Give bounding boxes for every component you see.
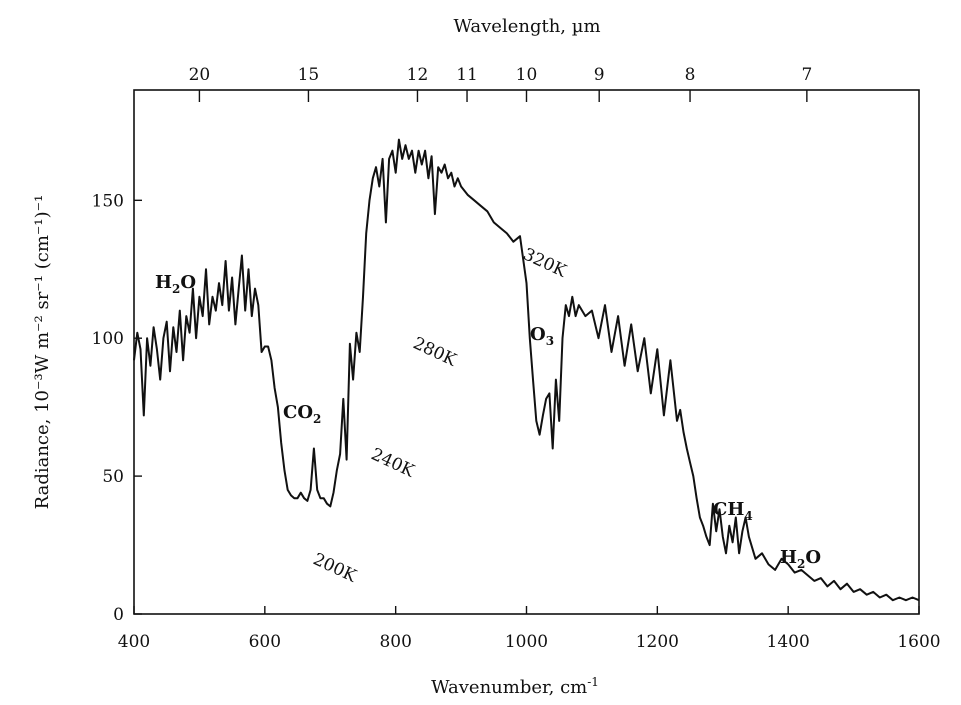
top-tick-label: 15: [298, 65, 320, 85]
top-axis: 20 15 12 11 10 9 8 7: [189, 65, 812, 102]
annotation-co2: CO2: [283, 402, 321, 426]
top-axis-title: Wavelength, µm: [453, 16, 600, 37]
top-tick-label: 20: [189, 65, 211, 85]
x-tick-label: 400: [118, 632, 150, 652]
top-tick-label: 11: [456, 65, 478, 85]
top-tick-label: 7: [801, 65, 812, 85]
top-tick-label: 9: [594, 65, 605, 85]
x-tick-label: 1600: [897, 632, 940, 652]
y-tick-label: 50: [102, 467, 124, 487]
x-axis-title: Wavenumber, cm-1: [431, 675, 599, 698]
x-tick-label: 1200: [636, 632, 679, 652]
y-tick-label: 0: [113, 605, 124, 625]
temp-label-200: 200K: [310, 549, 360, 586]
x-tick-label: 1000: [505, 632, 548, 652]
y-axis-title: Radiance, 10⁻³W m⁻² sr⁻¹ (cm⁻¹)⁻¹: [32, 195, 53, 510]
spectrum-series: [133, 138, 920, 602]
y-tick-label: 150: [92, 191, 124, 211]
top-tick-label: 12: [407, 65, 429, 85]
x-axis-title-main: Wavenumber, cm: [431, 677, 587, 698]
x-axis-title-sup: -1: [587, 675, 599, 689]
x-tick-label: 600: [249, 632, 281, 652]
y-tick-label: 100: [92, 329, 124, 349]
annotation-h2o-right: H2O: [780, 547, 821, 571]
x-axis: 400 600 800 1000 1200 1400 1600: [118, 606, 941, 652]
measured-spectrum-line: [133, 138, 920, 602]
annotation-h2o-left: H2O: [155, 272, 196, 296]
plot-frame: [133, 89, 920, 615]
x-tick-label: 800: [379, 632, 411, 652]
y-axis: 0 50 100 150: [92, 191, 142, 625]
annotation-ch4: CH4: [713, 499, 753, 523]
x-tick-label: 1400: [767, 632, 810, 652]
temp-label-320: 320K: [520, 244, 570, 281]
top-tick-label: 8: [685, 65, 696, 85]
temp-label-240: 240K: [368, 444, 418, 481]
temp-label-280: 280K: [410, 333, 460, 370]
top-tick-label: 10: [516, 65, 538, 85]
annotation-o3: O3: [530, 324, 554, 348]
